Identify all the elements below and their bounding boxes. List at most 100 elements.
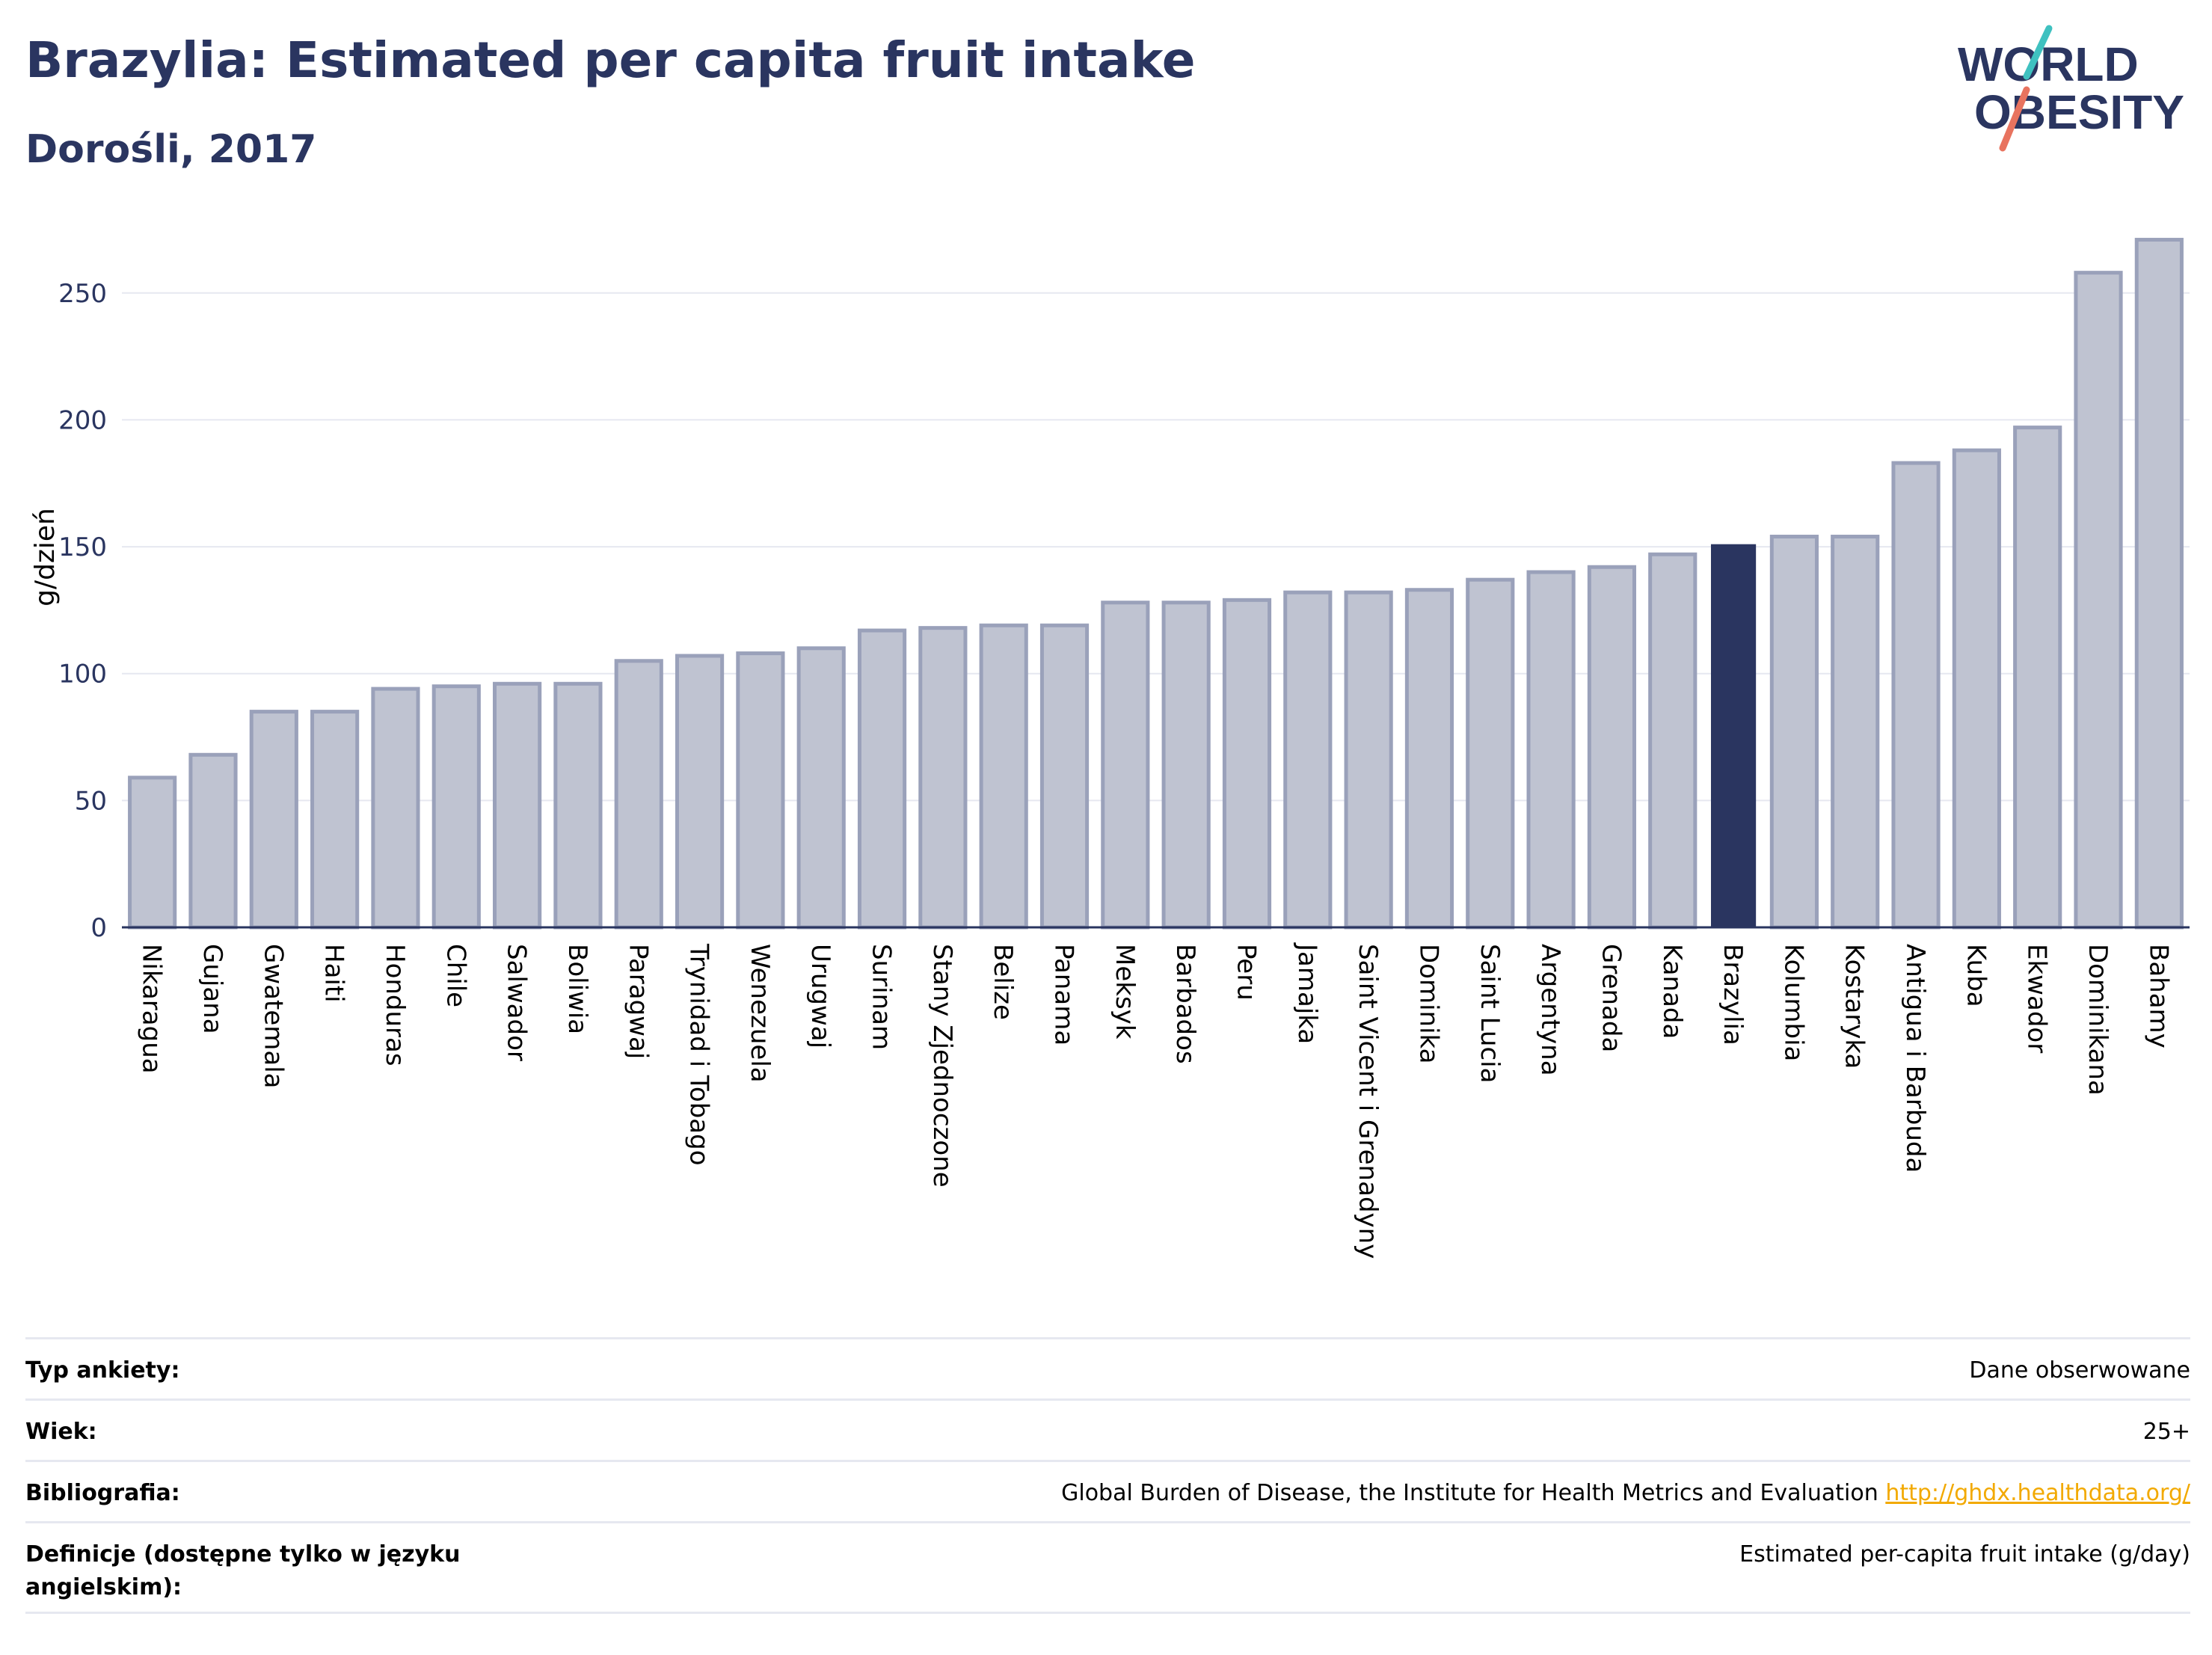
x-tick-label: Argentyna <box>1535 944 1565 1076</box>
x-tick-label: Grenada <box>1596 944 1626 1052</box>
page-subtitle: Dorośli, 2017 <box>25 127 317 172</box>
x-tick-label: Jamajka <box>1292 942 1322 1044</box>
bar <box>1101 601 1150 930</box>
bars <box>128 238 2184 930</box>
bar <box>736 651 785 930</box>
x-tick-label: Belize <box>988 944 1018 1020</box>
x-tick-label: Surinam <box>867 944 897 1050</box>
y-axis-label: g/dzień <box>30 508 61 607</box>
metadata-key: Definicje (dostępne tylko w języku angie… <box>25 1541 461 1600</box>
metadata-key: Bibliografia: <box>25 1480 180 1506</box>
x-tick-label: Meksyk <box>1110 944 1140 1040</box>
x-tick-label: Kuba <box>1961 944 1991 1007</box>
x-tick-label: Trynidad i Tobago <box>684 943 714 1166</box>
bar <box>310 710 360 930</box>
metadata-value-text: Global Burden of Disease, the Institute … <box>1061 1480 1878 1506</box>
bar <box>857 628 907 930</box>
bar-chart: 0 50 100 150 200 250 Nikaragua Gujana Gwatemala… <box>30 238 2190 1259</box>
bar <box>2013 426 2062 930</box>
bar <box>979 623 1028 930</box>
x-tick-label: Kostaryka <box>1840 944 1870 1069</box>
bar <box>2074 271 2123 930</box>
bar <box>1769 535 1819 930</box>
bar <box>1222 598 1272 930</box>
metadata-value-text: Dane obserwowane <box>1969 1357 2190 1384</box>
metadata-value: 25+ <box>2143 1416 2190 1449</box>
y-axis-ticks: 0 50 100 150 200 250 <box>58 279 107 943</box>
bar <box>614 659 663 930</box>
bar <box>1952 448 2001 930</box>
metadata-row: Typ ankiety: Dane obserwowane <box>25 1337 2190 1398</box>
bar <box>493 681 542 930</box>
x-tick-label: Bahamy <box>2143 944 2173 1048</box>
bar <box>1466 577 1515 930</box>
metadata-key: Typ ankiety: <box>25 1357 180 1384</box>
x-tick-label: Dominikana <box>2083 944 2113 1096</box>
x-tick-label: Nikaragua <box>137 944 167 1074</box>
logo-line1: WORLD <box>1958 37 2139 91</box>
x-tick-label: Barbados <box>1170 944 1200 1064</box>
x-tick-label: Saint Lucia <box>1475 944 1505 1083</box>
x-tick-label: Gwatemala <box>258 944 288 1088</box>
bar <box>2134 238 2184 930</box>
source-link[interactable]: http://ghdx.healthdata.org/ <box>1885 1480 2190 1506</box>
metadata-value-text: Estimated per-capita fruit intake (g/day… <box>1739 1541 2190 1568</box>
bar <box>188 752 238 930</box>
x-tick-label: Saint Vicent i Grenadyny <box>1353 944 1383 1259</box>
bar <box>918 626 968 930</box>
bar <box>1648 552 1698 930</box>
x-tick-label: Haiti <box>319 944 349 1003</box>
x-tick-label: Kolumbia <box>1778 944 1808 1061</box>
bar <box>1161 601 1211 930</box>
x-tick-label: Peru <box>1231 944 1261 1001</box>
bar <box>796 646 846 930</box>
y-tick-label: 200 <box>58 405 107 435</box>
page-title: Brazylia: Estimated per capita fruit int… <box>25 31 1196 89</box>
metadata-row: Bibliografia: Global Burden of Disease, t… <box>25 1460 2190 1521</box>
bar <box>1283 590 1333 930</box>
metadata-value-text: 25+ <box>2142 1419 2190 1445</box>
x-tick-label: Gujana <box>197 944 227 1034</box>
bar <box>675 654 725 930</box>
bar <box>1404 588 1454 930</box>
world-obesity-logo: WORLD OBESITY <box>1958 25 2184 152</box>
bar-highlighted <box>1710 544 1757 927</box>
x-tick-label: Dominika <box>1413 944 1443 1063</box>
metadata-value: Estimated per-capita fruit intake (g/day… <box>1739 1538 2190 1571</box>
x-tick-label: Ekwador <box>2022 944 2052 1053</box>
x-tick-label: Salwador <box>502 944 532 1061</box>
bar <box>1831 535 1880 930</box>
x-tick-label: Panama <box>1049 944 1079 1045</box>
bar <box>249 710 298 930</box>
y-tick-label: 0 <box>90 913 107 943</box>
bar <box>1526 570 1576 930</box>
bar <box>1039 623 1090 930</box>
metadata-key: Wiek: <box>25 1419 97 1445</box>
y-tick-label: 250 <box>58 279 107 309</box>
metadata-value: Global Burden of Disease, the Institute … <box>1061 1477 2190 1510</box>
metadata-value: Dane obserwowane <box>1969 1354 2190 1387</box>
y-tick-label: 100 <box>58 660 107 690</box>
metadata-row: Definicje (dostępne tylko w języku angie… <box>25 1521 2190 1614</box>
x-tick-label: Wenezuela <box>745 944 775 1083</box>
x-tick-label: Chile <box>440 944 470 1007</box>
bar <box>1344 590 1393 930</box>
x-tick-label: Boliwia <box>562 944 592 1034</box>
bar <box>128 776 177 930</box>
logo-slash-coral <box>1999 86 2030 152</box>
x-tick-label: Urugwaj <box>805 944 835 1048</box>
x-tick-label: Honduras <box>380 944 410 1066</box>
y-tick-label: 50 <box>75 786 107 816</box>
x-tick-label: Stany Zjednoczone <box>927 944 957 1188</box>
bar <box>431 684 481 930</box>
metadata-row: Wiek: 25+ <box>25 1398 2190 1460</box>
x-axis-ticks: Nikaragua Gujana Gwatemala Haiti Honduras Chi… <box>137 942 2174 1259</box>
x-tick-label: Paragwaj <box>623 944 653 1059</box>
x-tick-label: Kanada <box>1657 944 1687 1039</box>
x-tick-label: Brazylia <box>1718 944 1748 1045</box>
bar <box>553 681 603 930</box>
y-tick-label: 150 <box>58 532 107 562</box>
logo-slash-teal <box>2023 25 2053 80</box>
bar <box>1891 461 1941 930</box>
bar <box>371 687 420 930</box>
